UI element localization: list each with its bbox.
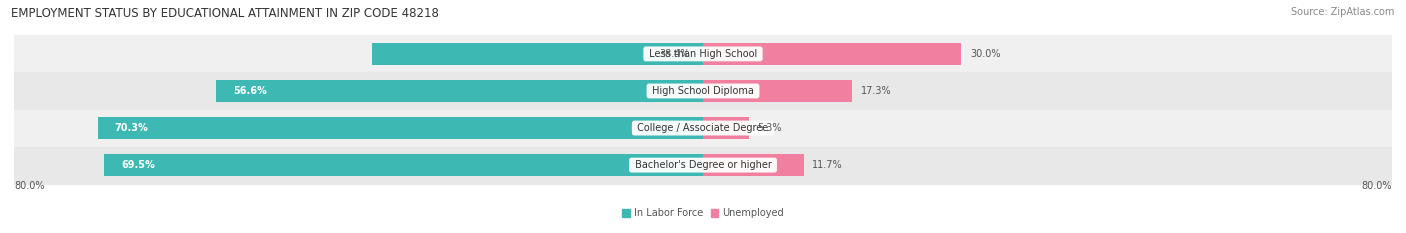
Bar [703,117,748,139]
Bar [703,80,852,102]
Text: Less than High School: Less than High School [645,49,761,59]
Bar [215,80,703,102]
Text: High School Diploma: High School Diploma [650,86,756,96]
Text: 69.5%: 69.5% [122,160,156,170]
Text: 11.7%: 11.7% [813,160,844,170]
Text: 80.0%: 80.0% [14,181,45,191]
Text: 30.0%: 30.0% [970,49,1001,59]
Text: 5.3%: 5.3% [758,123,782,133]
Bar [14,147,1392,184]
Text: Source: ZipAtlas.com: Source: ZipAtlas.com [1291,7,1395,17]
Bar [703,43,962,65]
Text: Bachelor's Degree or higher: Bachelor's Degree or higher [631,160,775,170]
Bar [373,43,703,65]
Text: 70.3%: 70.3% [115,123,149,133]
Text: 80.0%: 80.0% [1361,181,1392,191]
Text: College / Associate Degree: College / Associate Degree [634,123,772,133]
Bar [104,154,703,176]
Text: 38.4%: 38.4% [659,49,690,59]
Text: 56.6%: 56.6% [233,86,267,96]
Bar [14,72,1392,110]
Bar [14,35,1392,72]
Legend: In Labor Force, Unemployed: In Labor Force, Unemployed [619,204,787,222]
Text: 17.3%: 17.3% [860,86,891,96]
Text: EMPLOYMENT STATUS BY EDUCATIONAL ATTAINMENT IN ZIP CODE 48218: EMPLOYMENT STATUS BY EDUCATIONAL ATTAINM… [11,7,439,20]
Bar [14,110,1392,147]
Bar [703,154,804,176]
Bar [97,117,703,139]
